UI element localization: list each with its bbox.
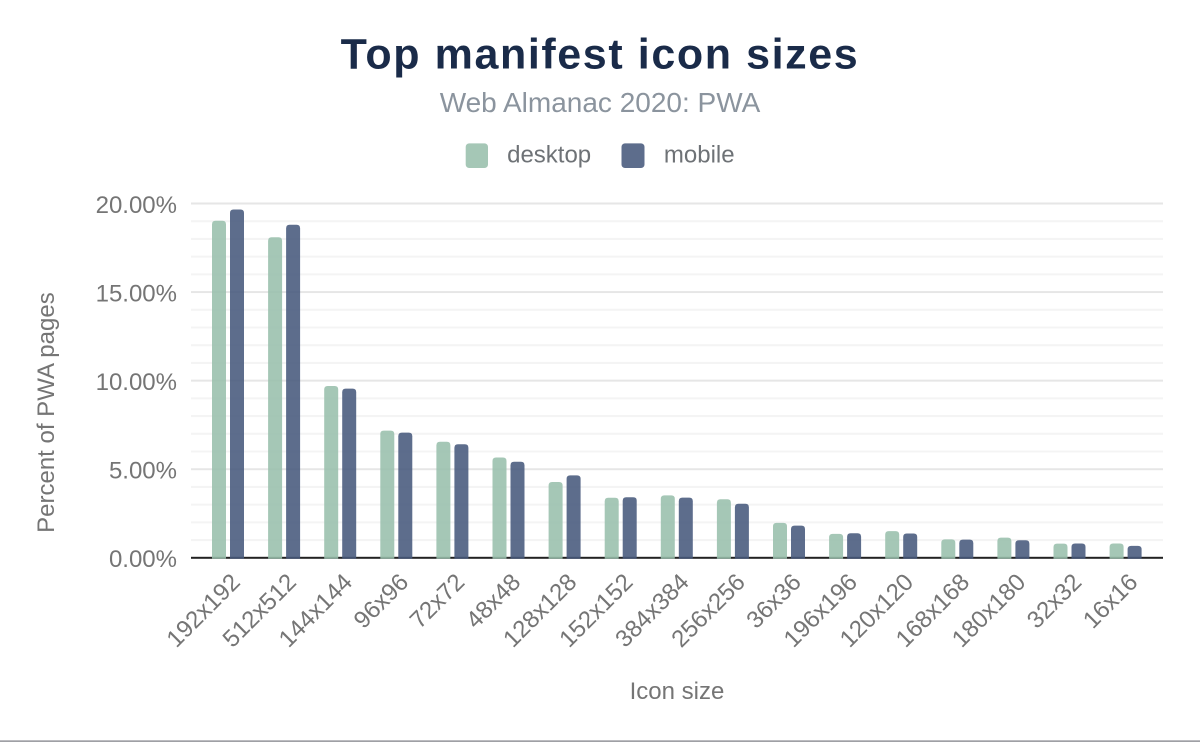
svg-text:Icon size: Icon size bbox=[630, 678, 725, 705]
svg-text:desktop: desktop bbox=[507, 142, 591, 169]
svg-text:Percent of PWA pages: Percent of PWA pages bbox=[33, 292, 60, 533]
svg-text:5.00%: 5.00% bbox=[109, 458, 177, 485]
svg-text:20.00%: 20.00% bbox=[96, 192, 177, 219]
svg-text:10.00%: 10.00% bbox=[96, 369, 177, 396]
svg-text:mobile: mobile bbox=[664, 142, 735, 169]
svg-text:Top manifest icon sizes: Top manifest icon sizes bbox=[341, 31, 860, 79]
svg-text:Web Almanac 2020: PWA: Web Almanac 2020: PWA bbox=[440, 87, 761, 118]
svg-text:15.00%: 15.00% bbox=[96, 280, 177, 307]
svg-text:0.00%: 0.00% bbox=[109, 546, 177, 573]
